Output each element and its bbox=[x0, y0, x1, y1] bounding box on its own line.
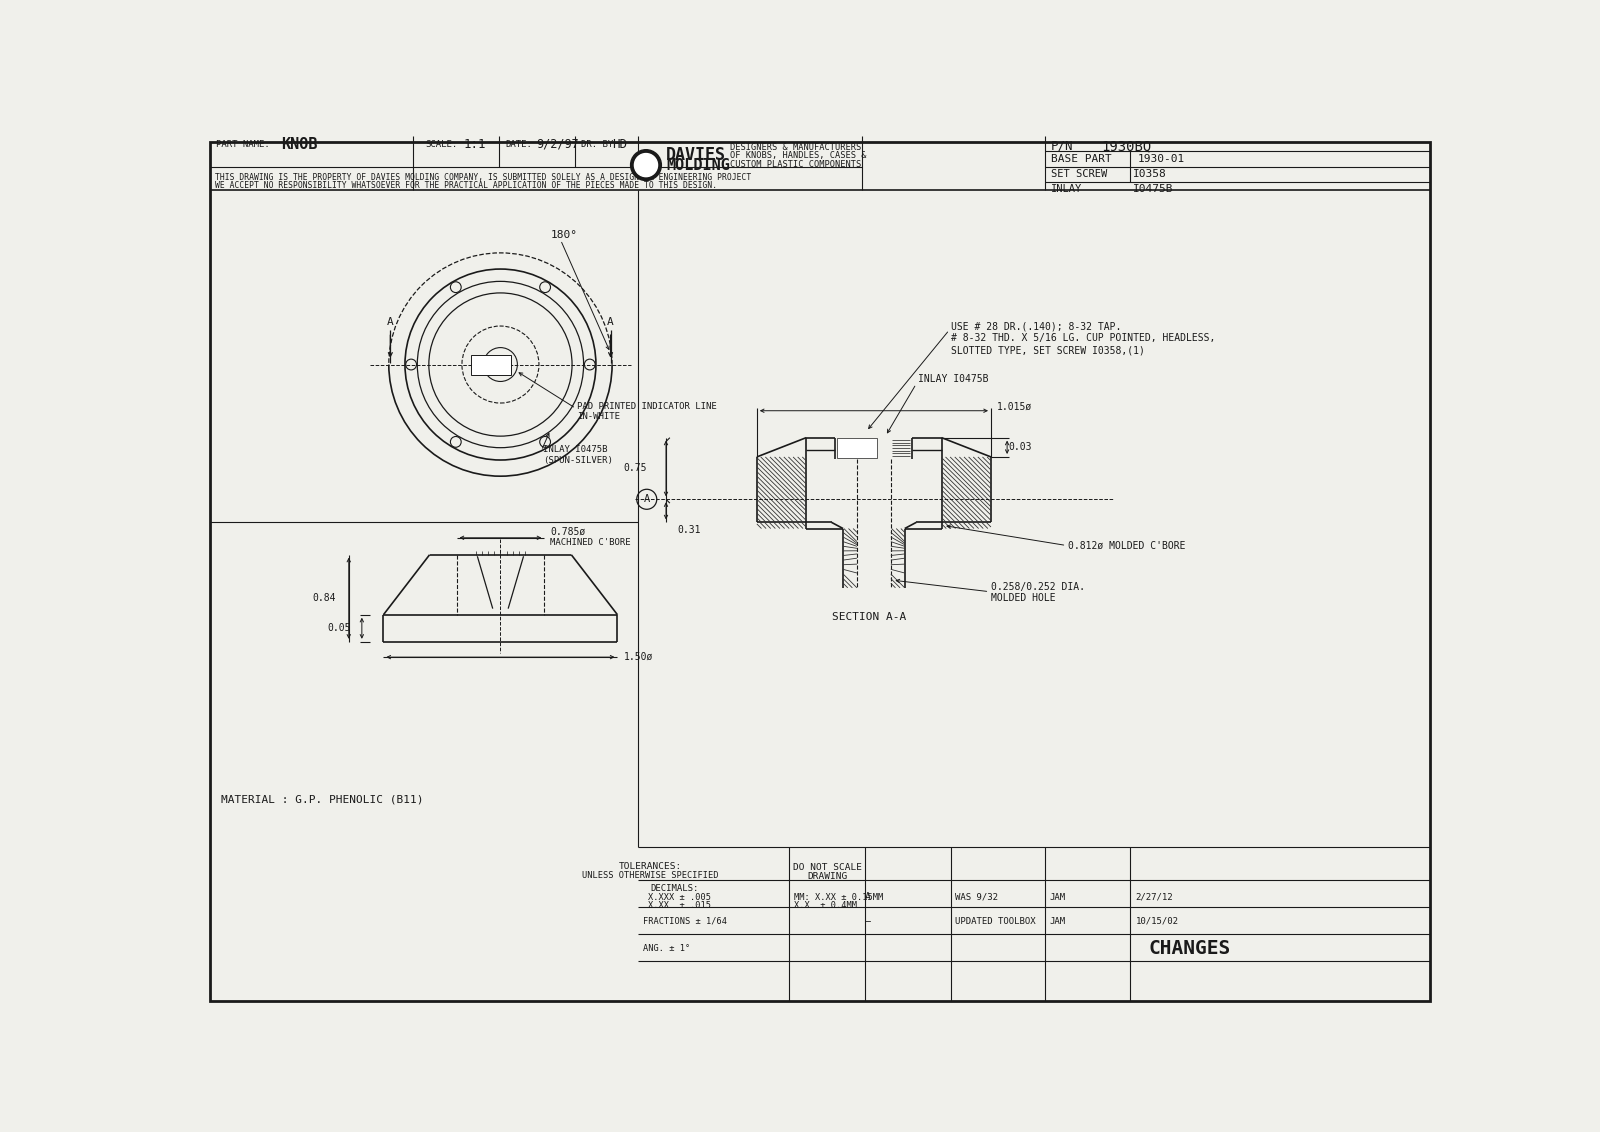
Text: TOLERANCES:: TOLERANCES: bbox=[619, 863, 682, 871]
Text: ANG. ± 1°: ANG. ± 1° bbox=[643, 944, 690, 953]
Text: 0.258/0.252 DIA.: 0.258/0.252 DIA. bbox=[990, 582, 1085, 592]
Circle shape bbox=[630, 149, 661, 180]
Text: OF KNOBS, HANDLES, CASES &: OF KNOBS, HANDLES, CASES & bbox=[730, 152, 867, 161]
Text: DAVIES: DAVIES bbox=[666, 146, 726, 164]
Text: 2/27/12: 2/27/12 bbox=[1136, 893, 1173, 902]
Text: MOLDED HOLE: MOLDED HOLE bbox=[990, 593, 1056, 603]
Text: SET SCREW: SET SCREW bbox=[1051, 170, 1107, 179]
Text: PAD PRINTED INDICATOR LINE: PAD PRINTED INDICATOR LINE bbox=[578, 402, 717, 411]
Text: SECTION A-A: SECTION A-A bbox=[832, 612, 906, 623]
Text: 1930-01: 1930-01 bbox=[1138, 154, 1186, 164]
Text: A: A bbox=[606, 317, 614, 327]
Text: 1.50ø: 1.50ø bbox=[624, 652, 653, 662]
Circle shape bbox=[635, 154, 658, 177]
Text: DESIGNERS & MANUFACTURERS: DESIGNERS & MANUFACTURERS bbox=[730, 143, 861, 152]
Text: DECIMALS:: DECIMALS: bbox=[651, 884, 699, 893]
Text: X.X  ± 0.4MM: X.X ± 0.4MM bbox=[794, 901, 858, 910]
Text: CHANGES: CHANGES bbox=[1149, 938, 1230, 958]
Text: X.XX  ± .015: X.XX ± .015 bbox=[648, 901, 712, 910]
Text: INLAY: INLAY bbox=[1051, 185, 1082, 194]
Text: USE # 28 DR.(.140); 8-32 TAP.: USE # 28 DR.(.140); 8-32 TAP. bbox=[950, 321, 1122, 331]
Text: MOLDING: MOLDING bbox=[666, 157, 730, 172]
Text: A: A bbox=[643, 495, 650, 504]
Text: I0358: I0358 bbox=[1133, 170, 1166, 179]
Text: 0.785ø: 0.785ø bbox=[550, 526, 586, 537]
Text: THIS DRAWING IS THE PROPERTY OF DAVIES MOLDING COMPANY, IS SUBMITTED SOLELY AS A: THIS DRAWING IS THE PROPERTY OF DAVIES M… bbox=[214, 173, 750, 182]
Text: 10/15/02: 10/15/02 bbox=[1136, 917, 1179, 926]
Text: 1.015ø: 1.015ø bbox=[997, 402, 1032, 412]
Text: INLAY I0475B: INLAY I0475B bbox=[918, 375, 989, 384]
Text: 180°: 180° bbox=[550, 230, 578, 240]
Text: JAM: JAM bbox=[1050, 917, 1066, 926]
Text: 1:1: 1:1 bbox=[464, 138, 486, 151]
Text: X.XXX ± .005: X.XXX ± .005 bbox=[648, 893, 712, 902]
Text: I0475B: I0475B bbox=[1133, 185, 1174, 194]
Text: A: A bbox=[387, 317, 394, 327]
Text: INLAY I0475B: INLAY I0475B bbox=[542, 445, 608, 454]
Text: UNLESS OTHERWISE SPECIFIED: UNLESS OTHERWISE SPECIFIED bbox=[582, 871, 718, 880]
Text: PART NAME:: PART NAME: bbox=[216, 140, 270, 148]
Text: 0.03: 0.03 bbox=[1008, 443, 1032, 453]
Text: 0.84: 0.84 bbox=[312, 593, 336, 603]
Text: 1930BQ: 1930BQ bbox=[1101, 139, 1152, 153]
Text: P/N: P/N bbox=[1051, 139, 1074, 153]
Text: WE ACCEPT NO RESPONSIBILITY WHATSOEVER FOR THE PRACTICAL APPLICATION OF THE PIEC: WE ACCEPT NO RESPONSIBILITY WHATSOEVER F… bbox=[214, 181, 717, 190]
Text: MATERIAL : G.P. PHENOLIC (B11): MATERIAL : G.P. PHENOLIC (B11) bbox=[221, 795, 424, 805]
Text: A: A bbox=[866, 892, 870, 902]
Text: 0.31: 0.31 bbox=[677, 525, 701, 535]
Text: 0.812ø MOLDED C'BORE: 0.812ø MOLDED C'BORE bbox=[1067, 540, 1186, 550]
Text: DATE:: DATE: bbox=[506, 140, 533, 148]
Text: 9/2/97: 9/2/97 bbox=[536, 138, 579, 151]
Text: MM: X.XX ± 0.15MM: MM: X.XX ± 0.15MM bbox=[794, 893, 883, 902]
Text: DO NOT SCALE: DO NOT SCALE bbox=[794, 863, 862, 872]
Text: –: – bbox=[866, 916, 870, 926]
Text: DR. BY: DR. BY bbox=[581, 140, 613, 148]
Text: DRAWING: DRAWING bbox=[808, 872, 848, 881]
Text: IN-WHITE: IN-WHITE bbox=[578, 412, 621, 421]
Text: 0.05: 0.05 bbox=[326, 624, 350, 633]
Text: UPDATED TOOLBOX: UPDATED TOOLBOX bbox=[955, 917, 1035, 926]
Bar bbox=[470, 354, 512, 375]
Text: 0.75: 0.75 bbox=[624, 463, 646, 473]
Text: JAM: JAM bbox=[1050, 893, 1066, 902]
Text: CUSTOM PLASTIC COMPONENTS: CUSTOM PLASTIC COMPONENTS bbox=[730, 160, 861, 169]
Text: HD: HD bbox=[613, 138, 627, 151]
Text: SCALE:: SCALE: bbox=[426, 140, 458, 148]
Text: MACHINED C'BORE: MACHINED C'BORE bbox=[550, 538, 630, 547]
Text: KNOB: KNOB bbox=[282, 137, 317, 152]
Text: (SPUN-SILVER): (SPUN-SILVER) bbox=[542, 455, 613, 464]
Text: WAS 9/32: WAS 9/32 bbox=[955, 893, 998, 902]
Text: BASE PART: BASE PART bbox=[1051, 154, 1112, 164]
Bar bbox=[837, 438, 877, 457]
Text: # 8-32 THD. X 5/16 LG. CUP POINTED, HEADLESS,: # 8-32 THD. X 5/16 LG. CUP POINTED, HEAD… bbox=[950, 333, 1216, 343]
Text: FRACTIONS ± 1/64: FRACTIONS ± 1/64 bbox=[643, 917, 726, 926]
Text: SLOTTED TYPE, SET SCREW I0358,(1): SLOTTED TYPE, SET SCREW I0358,(1) bbox=[950, 345, 1144, 355]
